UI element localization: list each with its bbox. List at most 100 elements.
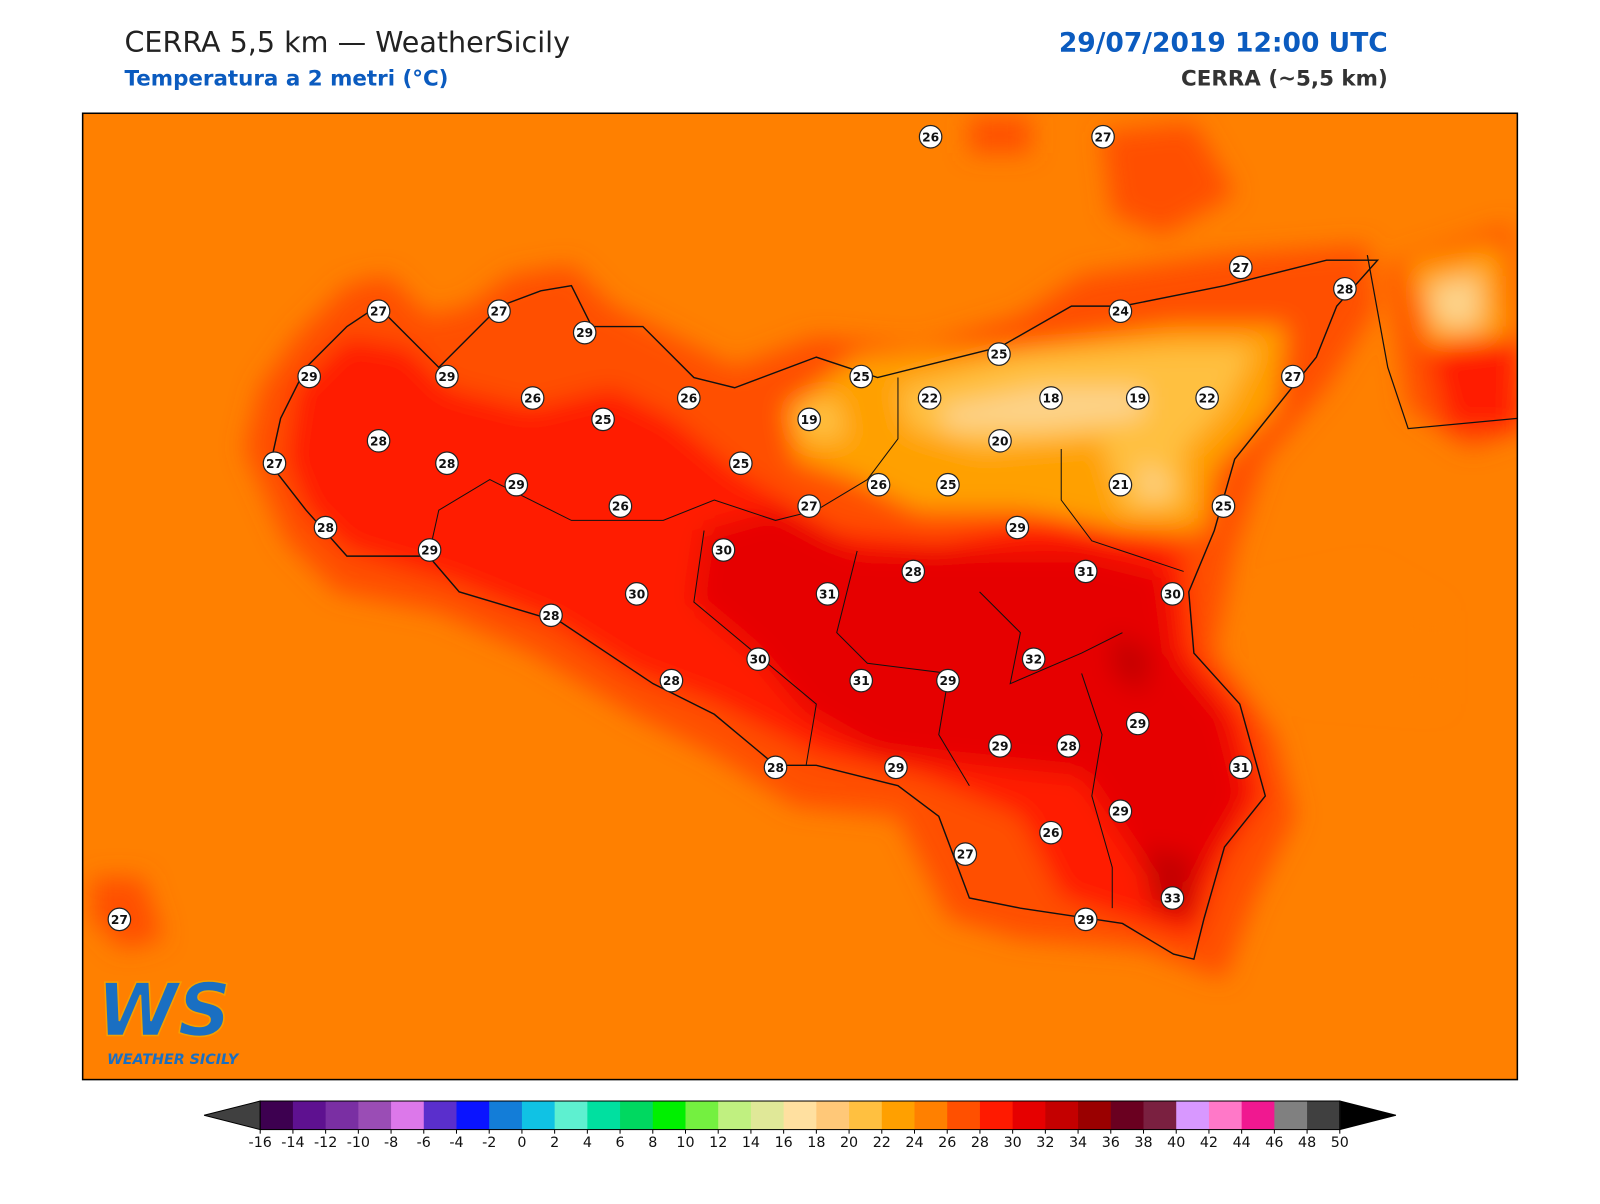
station-marker <box>1228 755 1253 780</box>
station-marker <box>797 494 822 518</box>
colorbar-tick-label: 50 <box>1331 1135 1349 1151</box>
station-marker <box>1039 386 1063 410</box>
station-value: 28 <box>370 434 387 448</box>
station-value: 27 <box>370 305 387 319</box>
colorbar-tick-label: 44 <box>1233 1135 1251 1151</box>
station-marker <box>797 407 822 432</box>
station-value: 33 <box>1164 891 1181 905</box>
station-value: 31 <box>1077 565 1094 579</box>
station-value: 29 <box>301 370 318 384</box>
colorbar-segment <box>979 1101 1014 1130</box>
station-value: 28 <box>438 457 455 471</box>
station-marker <box>728 451 753 476</box>
colorbar-tick-label: 30 <box>1004 1135 1022 1151</box>
station-value: 27 <box>801 500 818 514</box>
station-value: 27 <box>1095 130 1112 144</box>
station-value: 28 <box>767 761 784 775</box>
colorbar-segment <box>718 1101 752 1130</box>
station-marker <box>711 538 736 562</box>
colorbar-tick-label: 8 <box>648 1135 657 1151</box>
station-value: 25 <box>990 348 1007 362</box>
station-value: 28 <box>663 674 680 688</box>
station-value: 29 <box>991 739 1008 753</box>
colorbar-segment <box>456 1101 490 1130</box>
colorbar-segment <box>1241 1101 1275 1130</box>
station-value: 24 <box>1112 305 1129 319</box>
station-value: 26 <box>524 391 541 405</box>
colorbar-tick-label: 16 <box>775 1135 793 1151</box>
station-value: 28 <box>543 609 560 623</box>
colorbar-tick-label: -2 <box>482 1135 496 1151</box>
station-value: 29 <box>1112 805 1129 819</box>
station-marker <box>608 494 633 518</box>
station-value: 28 <box>905 565 922 579</box>
station-marker <box>988 734 1012 758</box>
colorbar-frame <box>259 1100 1341 1131</box>
station-marker <box>988 428 1012 453</box>
station-marker <box>1039 820 1063 845</box>
station-value: 20 <box>991 434 1008 448</box>
colorbar-tick-label: 28 <box>971 1135 989 1151</box>
colorbar-tick-label: -16 <box>249 1135 272 1151</box>
station-value: 30 <box>715 544 732 558</box>
station-marker <box>659 668 684 693</box>
station-marker <box>435 451 459 476</box>
station-marker <box>520 386 545 410</box>
colorbar-segment <box>783 1101 817 1130</box>
station-marker <box>313 515 338 540</box>
station-value: 28 <box>1336 282 1353 296</box>
title: CERRA 5,5 km — WeatherSicily <box>124 25 570 59</box>
station-marker <box>504 472 529 497</box>
station-value: 29 <box>421 544 438 558</box>
station-marker <box>366 428 391 453</box>
colorbar-segment <box>1012 1101 1046 1130</box>
colorbar-segment <box>1045 1101 1079 1130</box>
datetime: 29/07/2019 12:00 UTC <box>1059 27 1388 58</box>
colorbar-segment <box>260 1101 294 1130</box>
station-marker <box>849 364 874 389</box>
station-marker <box>262 451 287 476</box>
station-value: 29 <box>1009 521 1026 535</box>
station-marker <box>953 842 978 866</box>
colorbar-segment <box>1078 1101 1112 1130</box>
station-marker <box>624 582 649 606</box>
colorbar-over <box>1339 1100 1397 1131</box>
station-marker <box>936 668 960 693</box>
station-value: 29 <box>887 761 904 775</box>
station-value: 29 <box>1077 913 1094 927</box>
calabria-coast <box>1366 254 1518 430</box>
station-value: 31 <box>853 674 870 688</box>
station-value: 25 <box>939 478 956 492</box>
colorbar-tick-label: 42 <box>1200 1135 1218 1151</box>
colorbar-tick-label: 20 <box>840 1135 858 1151</box>
station-marker <box>1073 559 1098 584</box>
station-value: 21 <box>1112 478 1129 492</box>
station-value: 19 <box>801 413 818 427</box>
station-value: 25 <box>1215 500 1232 514</box>
station-marker <box>539 603 563 628</box>
station-marker <box>866 472 891 497</box>
colorbar-segment <box>620 1101 654 1130</box>
station-marker <box>487 299 511 324</box>
station-value: 28 <box>1060 739 1077 753</box>
logo-name: WEATHER SICILY <box>107 1052 240 1068</box>
station-value: 25 <box>595 413 612 427</box>
colorbar-segment <box>1143 1101 1177 1130</box>
station-value: 27 <box>957 848 974 862</box>
station-marker <box>1005 515 1030 540</box>
station-marker <box>763 755 788 780</box>
station-marker <box>107 907 132 932</box>
colorbar-tick-label: 48 <box>1298 1135 1316 1151</box>
station-value: 31 <box>1232 761 1249 775</box>
station-value: 27 <box>1284 370 1301 384</box>
station-value: 25 <box>853 370 870 384</box>
colorbar-segment <box>1176 1101 1210 1130</box>
colorbar-segment <box>292 1101 327 1130</box>
station-value: 30 <box>750 653 767 667</box>
station-value: 27 <box>1232 261 1249 275</box>
colorbar-segment <box>914 1101 948 1130</box>
station-marker <box>1228 255 1253 280</box>
colorbar-segment <box>358 1101 392 1130</box>
station-marker <box>1160 582 1185 606</box>
